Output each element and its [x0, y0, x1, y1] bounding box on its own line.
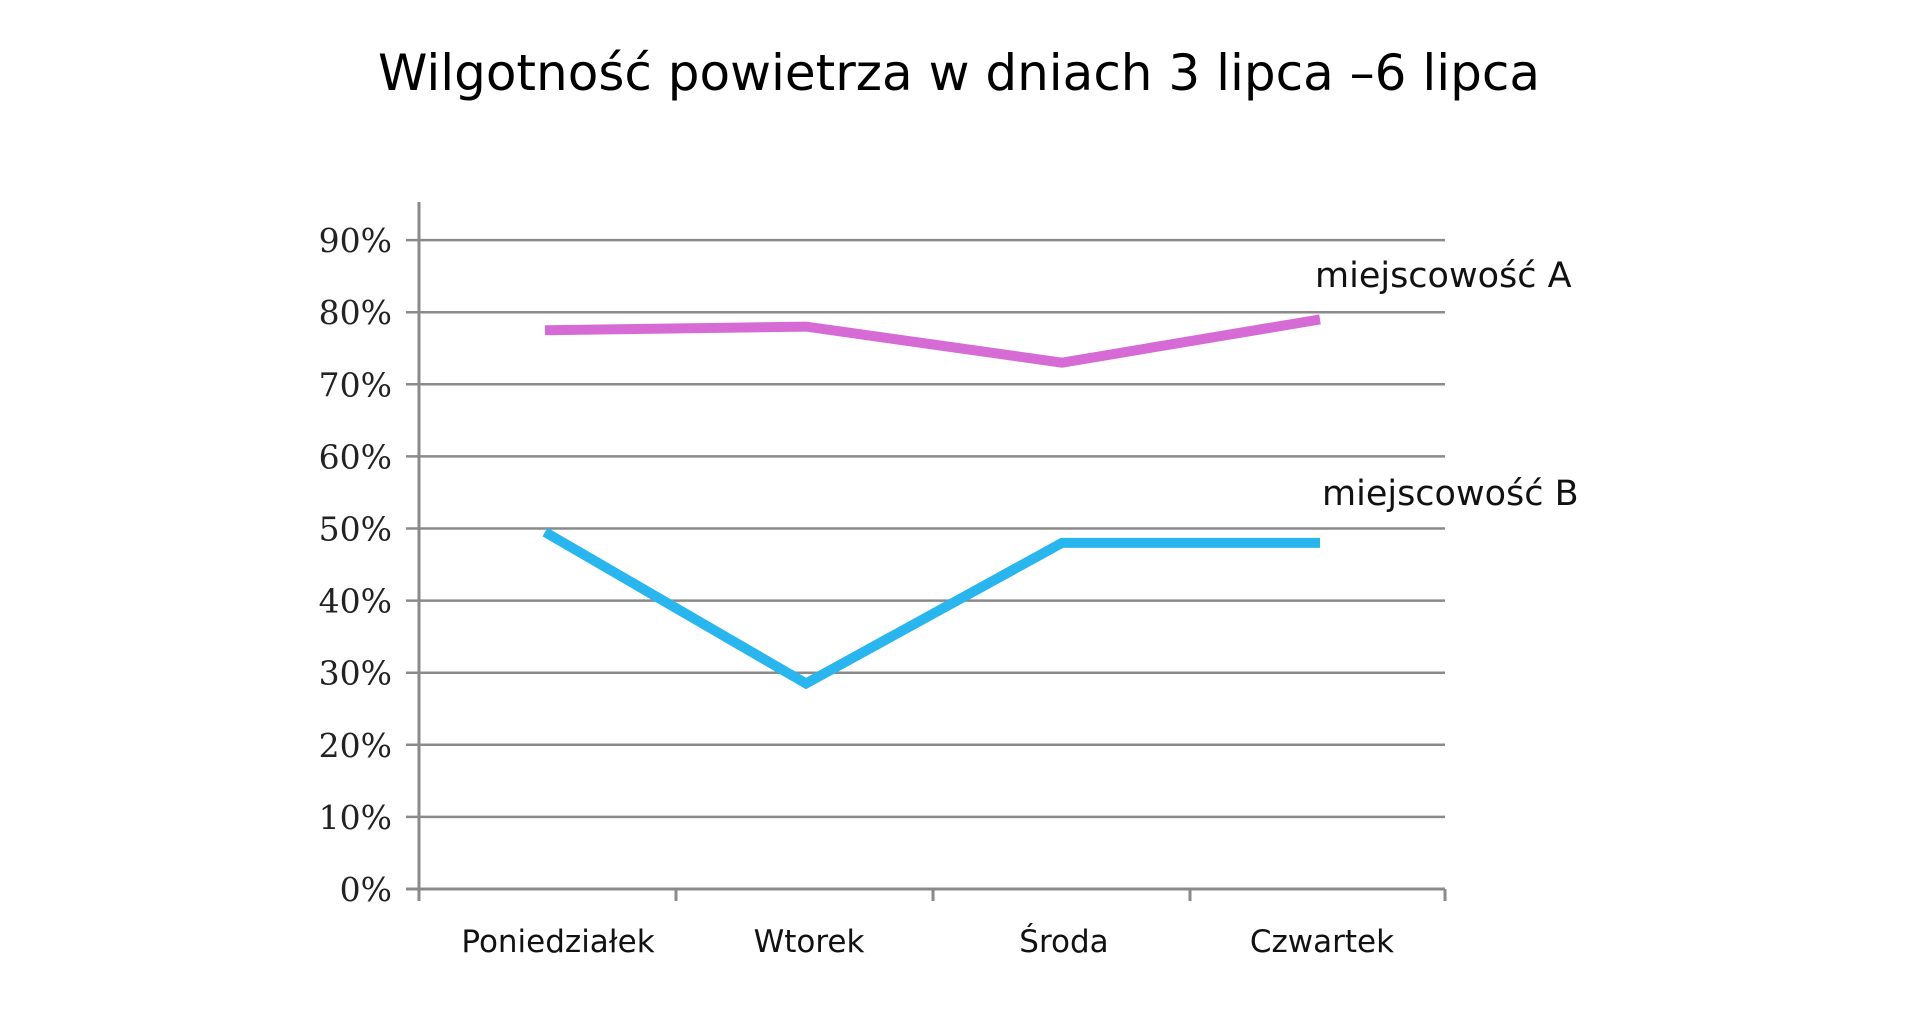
y-axis-tick-labels: 0% 10% 20% 30% 40% 50% 60% 70% 80% 90%: [319, 221, 392, 909]
x-tick-label: Wtorek: [754, 924, 865, 960]
y-tick-label: 10%: [319, 798, 392, 837]
y-tick-label: 20%: [319, 726, 392, 765]
x-axis-ticks: [674, 889, 1447, 901]
series-line-b: [542, 527, 1320, 690]
series-labels: miejscowość A miejscowość B: [1315, 256, 1579, 514]
y-tick-label: 80%: [319, 293, 392, 332]
y-tick-label: 0%: [340, 870, 392, 909]
y-tick-label: 70%: [319, 365, 392, 404]
series-label-b: miejscowość B: [1322, 474, 1579, 514]
x-tick-label: Środa: [1019, 923, 1108, 960]
x-tick-label: Poniedziałek: [461, 924, 654, 960]
y-tick-label: 90%: [319, 221, 392, 260]
series-line-a: [544, 314, 1321, 368]
series-label-a: miejscowość A: [1315, 256, 1572, 296]
y-tick-label: 60%: [319, 437, 392, 476]
y-tick-label: 50%: [319, 510, 392, 549]
y-tick-label: 40%: [319, 582, 392, 621]
data-series: [542, 314, 1321, 690]
x-axis-tick-labels: Poniedziałek Wtorek Środa Czwartek: [461, 923, 1394, 960]
chart-title: Wilgotność powietrza w dniach 3 lipca –6…: [378, 44, 1540, 102]
y-tick-label: 30%: [319, 654, 392, 693]
x-tick-label: Czwartek: [1250, 924, 1394, 960]
gridlines: [406, 238, 1445, 819]
